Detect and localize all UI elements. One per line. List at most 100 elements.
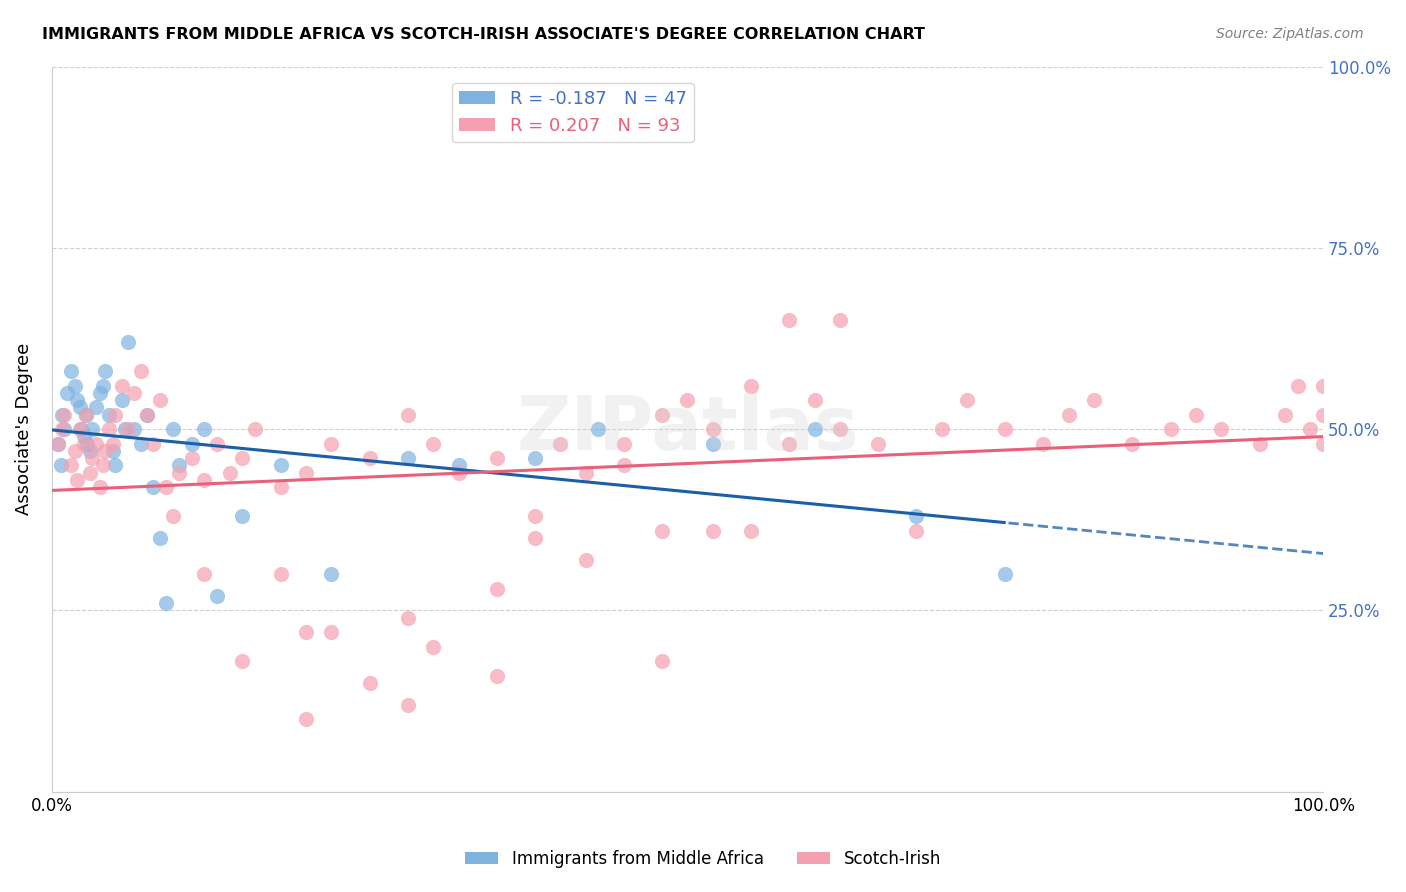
Point	[205, 436, 228, 450]
Point	[702, 436, 724, 450]
Point	[79, 443, 101, 458]
Point	[97, 422, 120, 436]
Point	[129, 364, 152, 378]
Point	[94, 364, 117, 378]
Point	[485, 668, 508, 682]
Legend: Immigrants from Middle Africa, Scotch-Irish: Immigrants from Middle Africa, Scotch-Ir…	[458, 844, 948, 875]
Point	[994, 567, 1017, 582]
Point	[59, 458, 82, 473]
Point	[905, 524, 928, 538]
Point	[70, 422, 93, 436]
Point	[76, 436, 98, 450]
Point	[66, 393, 89, 408]
Point	[89, 480, 111, 494]
Point	[1211, 422, 1233, 436]
Point	[82, 451, 104, 466]
Point	[778, 436, 800, 450]
Point	[803, 393, 825, 408]
Point	[193, 567, 215, 582]
Point	[53, 422, 76, 436]
Point	[1286, 378, 1309, 392]
Point	[1121, 436, 1143, 450]
Point	[51, 408, 73, 422]
Point	[422, 640, 444, 654]
Point	[740, 378, 762, 392]
Point	[550, 436, 572, 450]
Point	[702, 524, 724, 538]
Point	[702, 422, 724, 436]
Point	[72, 429, 94, 443]
Point	[82, 422, 104, 436]
Point	[129, 436, 152, 450]
Point	[111, 393, 134, 408]
Point	[651, 408, 673, 422]
Point	[69, 422, 91, 436]
Point	[931, 422, 953, 436]
Point	[104, 458, 127, 473]
Point	[270, 480, 292, 494]
Point	[49, 458, 72, 473]
Point	[651, 654, 673, 668]
Point	[231, 509, 253, 524]
Point	[149, 393, 172, 408]
Point	[1312, 378, 1334, 392]
Point	[111, 378, 134, 392]
Point	[84, 436, 107, 450]
Point	[142, 436, 165, 450]
Text: Source: ZipAtlas.com: Source: ZipAtlas.com	[1216, 27, 1364, 41]
Point	[56, 385, 79, 400]
Point	[180, 436, 202, 450]
Point	[588, 422, 610, 436]
Point	[994, 422, 1017, 436]
Point	[613, 458, 636, 473]
Point	[803, 422, 825, 436]
Point	[104, 408, 127, 422]
Point	[1312, 436, 1334, 450]
Point	[396, 610, 419, 624]
Point	[295, 466, 318, 480]
Point	[396, 698, 419, 712]
Point	[523, 531, 546, 545]
Point	[94, 443, 117, 458]
Point	[396, 451, 419, 466]
Y-axis label: Associate's Degree: Associate's Degree	[15, 343, 32, 516]
Point	[1185, 408, 1208, 422]
Point	[321, 567, 343, 582]
Legend: R = -0.187   N = 47, R = 0.207   N = 93: R = -0.187 N = 47, R = 0.207 N = 93	[451, 83, 695, 143]
Text: IMMIGRANTS FROM MIDDLE AFRICA VS SCOTCH-IRISH ASSOCIATE'S DEGREE CORRELATION CHA: IMMIGRANTS FROM MIDDLE AFRICA VS SCOTCH-…	[42, 27, 925, 42]
Point	[523, 451, 546, 466]
Point	[162, 509, 184, 524]
Point	[155, 596, 177, 610]
Point	[89, 385, 111, 400]
Point	[91, 458, 114, 473]
Point	[193, 473, 215, 487]
Point	[51, 422, 73, 436]
Point	[101, 443, 124, 458]
Point	[905, 509, 928, 524]
Point	[180, 451, 202, 466]
Point	[575, 466, 598, 480]
Point	[79, 466, 101, 480]
Point	[136, 408, 159, 422]
Point	[97, 408, 120, 422]
Point	[75, 408, 97, 422]
Point	[868, 436, 890, 450]
Point	[66, 473, 89, 487]
Point	[485, 582, 508, 596]
Point	[124, 385, 146, 400]
Point	[778, 313, 800, 327]
Point	[231, 451, 253, 466]
Point	[651, 524, 673, 538]
Point	[1160, 422, 1182, 436]
Point	[101, 436, 124, 450]
Text: ZIPatlas: ZIPatlas	[516, 392, 859, 466]
Point	[1032, 436, 1054, 450]
Point	[46, 436, 69, 450]
Point	[117, 335, 139, 350]
Point	[270, 567, 292, 582]
Point	[75, 408, 97, 422]
Point	[676, 393, 699, 408]
Point	[295, 625, 318, 640]
Point	[91, 378, 114, 392]
Point	[1274, 408, 1296, 422]
